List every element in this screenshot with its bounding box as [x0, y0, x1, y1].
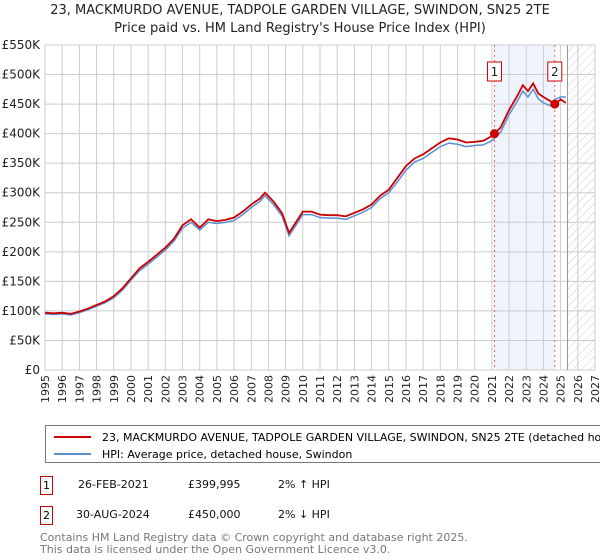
- x-tick-label: 1995: [39, 375, 52, 403]
- x-tick-label: 2016: [400, 375, 413, 403]
- sale-point: [550, 99, 560, 109]
- chart-legend: 23, MACKMURDO AVENUE, TADPOLE GARDEN VIL…: [45, 425, 600, 463]
- price-chart: 1995 1996 1997 1998 1999 2000 2001 2002 2003 2004…: [2, 38, 600, 403]
- y-tick-label: £50K: [9, 333, 41, 347]
- x-tick-label: 2015: [383, 375, 396, 403]
- x-tick-label: 2018: [434, 375, 447, 403]
- x-tick-label: 2021: [486, 375, 499, 403]
- footer-copyright: Contains HM Land Registry data © Crown c…: [40, 531, 468, 544]
- x-tick-label: 2005: [211, 375, 224, 403]
- y-tick-label: £100K: [2, 304, 42, 318]
- transaction-date: 26-FEB-2021: [78, 478, 149, 491]
- x-tick-label: 1999: [108, 375, 121, 403]
- transaction-badge: 1: [40, 476, 53, 495]
- plot-border: [44, 44, 596, 371]
- x-tick-label: 2019: [452, 375, 465, 403]
- x-tick-label: 2000: [125, 375, 138, 403]
- transaction-price: £450,000: [188, 508, 241, 521]
- x-tick-label: 2026: [572, 375, 585, 403]
- blue-line-swatch: [54, 453, 91, 455]
- y-tick-label: £350K: [2, 156, 42, 170]
- x-tick-label: 2025: [555, 375, 568, 403]
- x-tick-label: 2014: [366, 375, 379, 403]
- chart-subtitle: Price paid vs. HM Land Registry's House …: [114, 21, 486, 36]
- x-tick-label: 2004: [194, 375, 207, 403]
- x-tick-label: 1997: [73, 375, 86, 403]
- x-tick-label: 2001: [142, 375, 155, 403]
- hpi-line: [44, 87, 566, 316]
- red-line-swatch: [54, 436, 91, 438]
- x-tick-label: 1996: [56, 375, 69, 403]
- transaction-badge: 2: [40, 506, 53, 525]
- transaction-price: £399,995: [188, 478, 241, 491]
- transaction-change: 2% ↓ HPI: [278, 508, 330, 521]
- legend-label-property: 23, MACKMURDO AVENUE, TADPOLE GARDEN VIL…: [102, 430, 600, 444]
- sale-label-box: [486, 61, 502, 82]
- x-tick-label: 2011: [314, 375, 327, 403]
- x-tick-label: 2003: [177, 375, 190, 403]
- legend-label-hpi: HPI: Average price, detached house, Swin…: [102, 447, 353, 461]
- y-tick-label: £400K: [2, 127, 42, 141]
- y-tick-label: £500K: [2, 68, 42, 82]
- y-tick-label: £0: [25, 363, 40, 377]
- x-tick-label: 2013: [348, 375, 361, 403]
- sale-point: [489, 129, 499, 139]
- y-tick-label: £300K: [2, 186, 42, 200]
- chart-title: 23, MACKMURDO AVENUE, TADPOLE GARDEN VIL…: [50, 3, 550, 18]
- forecast-hatch: [567, 45, 595, 370]
- x-tick-label: 2023: [520, 375, 533, 403]
- x-tick-label: 2027: [589, 375, 600, 403]
- y-tick-label: £150K: [2, 274, 42, 288]
- legend-item-hpi: HPI: Average price, detached house, Swin…: [54, 447, 352, 461]
- x-tick-label: 1998: [91, 375, 104, 403]
- sale-label-box: [547, 61, 563, 82]
- y-tick-label: £450K: [2, 97, 42, 111]
- x-tick-label: 2006: [228, 375, 241, 403]
- x-tick-label: 2008: [262, 375, 275, 403]
- sale-label: 2: [551, 65, 559, 79]
- sale-period-shading: [494, 45, 555, 370]
- x-tick-label: 2009: [280, 375, 293, 403]
- x-tick-label: 2012: [331, 375, 344, 403]
- x-tick-label: 2007: [245, 375, 258, 403]
- x-tick-label: 2022: [503, 375, 516, 403]
- x-tick-label: 2010: [297, 375, 310, 403]
- y-tick-label: £200K: [2, 245, 42, 259]
- x-tick-label: 2002: [159, 375, 172, 403]
- x-tick-label: 2020: [469, 375, 482, 403]
- y-tick-label: £550K: [2, 38, 42, 52]
- y-tick-label: £250K: [2, 215, 42, 229]
- property-price-line: [44, 81, 567, 315]
- transaction-change: 2% ↑ HPI: [278, 478, 330, 491]
- sale-label: 1: [491, 65, 499, 79]
- x-tick-label: 2024: [537, 375, 550, 403]
- legend-item-property: 23, MACKMURDO AVENUE, TADPOLE GARDEN VIL…: [54, 430, 600, 444]
- x-tick-label: 2017: [417, 375, 430, 403]
- footer-licence: This data is licensed under the Open Gov…: [40, 543, 391, 556]
- transaction-date: 30-AUG-2024: [76, 508, 150, 521]
